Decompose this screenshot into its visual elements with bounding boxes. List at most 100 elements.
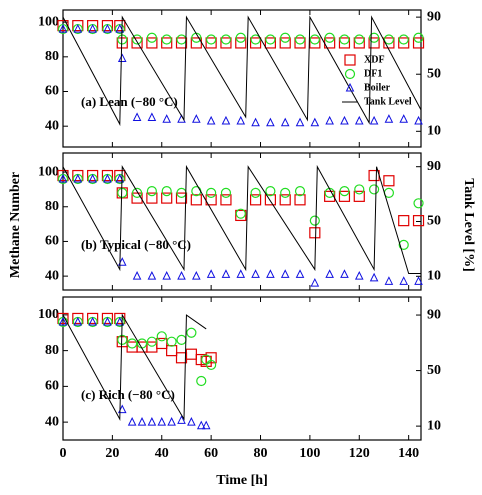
marker-triangle [236, 115, 246, 125]
x-tick-label: 40 [155, 446, 169, 461]
marker-triangle [132, 112, 142, 122]
marker-triangle [236, 269, 246, 278]
marker-triangle [157, 417, 167, 426]
x-tick-label: 140 [398, 446, 419, 461]
marker-square [412, 37, 425, 49]
x-axis-label: Time [h] [216, 473, 267, 488]
marker-triangle [132, 271, 142, 280]
marker-triangle [414, 276, 423, 285]
plot-frame [62, 9, 422, 148]
marker-square [185, 348, 197, 360]
marker-square [412, 215, 425, 227]
marker-circle [413, 198, 424, 209]
marker-triangle [354, 271, 364, 280]
marker-circle [146, 186, 157, 197]
marker-square [383, 37, 395, 49]
y-tick-label: 40 [45, 414, 59, 429]
marker-square [57, 312, 69, 325]
marker-circle [344, 68, 356, 80]
marker-triangle [251, 117, 260, 127]
marker-square [294, 37, 306, 49]
y2-tick-label: 10 [427, 269, 441, 284]
marker-square [383, 175, 395, 187]
y2-tick-label: 50 [427, 66, 441, 81]
marker-circle [339, 186, 350, 197]
legend-label: Tank Level [364, 96, 412, 107]
y2-tick-label: 50 [427, 363, 441, 378]
y-tick-label: 40 [45, 118, 59, 133]
x-tick-label: 20 [105, 446, 119, 461]
tank-level-line [62, 15, 422, 127]
marker-square [72, 20, 84, 32]
marker-square [131, 37, 143, 49]
marker-square [344, 54, 356, 66]
tank-level-line [62, 313, 207, 422]
marker-triangle [414, 115, 423, 125]
marker-circle [196, 375, 207, 387]
marker-circle [235, 208, 246, 219]
tank-level-line [62, 164, 421, 275]
y-tick-label: 80 [45, 343, 59, 358]
marker-triangle [88, 173, 97, 183]
marker-square [175, 192, 188, 204]
marker-square [190, 194, 202, 206]
panel-annotation: (b) Typical (−80 °C) [81, 237, 191, 252]
marker-triangle [280, 269, 290, 278]
marker-triangle [88, 23, 97, 33]
marker-square [166, 345, 178, 357]
marker-circle [206, 359, 217, 371]
marker-circle [146, 32, 157, 43]
marker-square [264, 194, 276, 206]
marker-triangle [354, 115, 364, 125]
marker-circle [294, 34, 306, 45]
marker-triangle [295, 269, 305, 278]
marker-triangle [384, 114, 394, 123]
marker-circle [324, 32, 335, 43]
marker-triangle [127, 417, 137, 426]
marker-circle [280, 32, 291, 43]
marker-triangle [58, 23, 68, 33]
marker-triangle [103, 23, 112, 33]
marker-square [161, 37, 173, 49]
marker-triangle [345, 82, 355, 92]
marker-circle [398, 34, 409, 45]
marker-triangle [221, 269, 231, 278]
y2-tick-label: 90 [427, 159, 441, 174]
marker-circle [220, 187, 232, 198]
x-tick-label: 0 [60, 446, 67, 461]
marker-square [338, 37, 351, 49]
marker-square [398, 215, 410, 227]
marker-circle [127, 338, 138, 349]
marker-square [309, 227, 321, 239]
marker-circle [294, 186, 306, 197]
marker-square [398, 37, 410, 49]
marker-square [146, 192, 158, 204]
marker-circle [309, 34, 320, 45]
y-axis-label: Methane Number [8, 172, 23, 278]
marker-triangle [325, 269, 334, 278]
marker-circle [368, 32, 380, 43]
marker-circle [368, 184, 380, 195]
marker-triangle [201, 420, 211, 430]
marker-triangle [399, 276, 409, 285]
y-tick-label: 40 [45, 268, 59, 283]
marker-circle [176, 34, 187, 45]
marker-square [368, 37, 380, 49]
marker-triangle [73, 173, 83, 183]
marker-square [235, 37, 247, 49]
marker-square [101, 312, 114, 325]
panel-annotation: (a) Lean (−80 °C) [81, 94, 178, 109]
marker-square [87, 312, 99, 325]
y-tick-label: 80 [45, 49, 59, 64]
marker-triangle [177, 415, 186, 424]
marker-square [87, 169, 99, 182]
y2-tick-label: 10 [427, 124, 441, 139]
marker-triangle [221, 115, 231, 125]
marker-circle [131, 34, 143, 45]
marker-circle [146, 336, 157, 347]
marker-circle [235, 32, 246, 43]
marker-triangle [117, 53, 127, 63]
marker-triangle [187, 417, 196, 426]
marker-triangle [399, 114, 409, 123]
legend-label: DF1 [364, 68, 382, 79]
